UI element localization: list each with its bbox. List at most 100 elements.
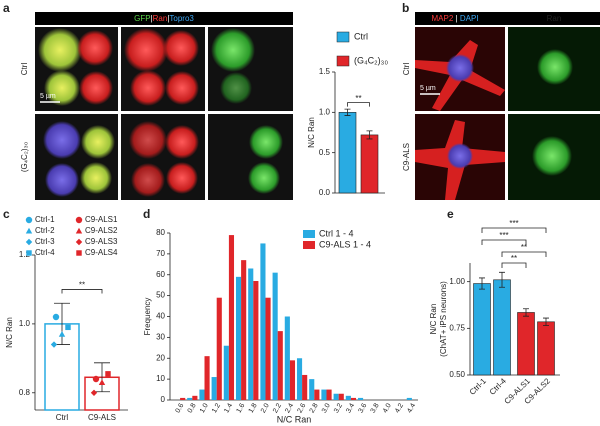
y-tick-label: 40 (156, 312, 165, 321)
bar (338, 393, 344, 400)
bar (248, 268, 254, 400)
y-axis-label: N/C Ran (5, 317, 14, 348)
bar (180, 397, 186, 400)
bar (187, 397, 193, 400)
bar (289, 360, 296, 400)
channel: DAPI (460, 14, 479, 23)
error-bar (479, 277, 485, 290)
legend-label: Ctrl 1 - 4 (319, 228, 354, 238)
bar (228, 235, 235, 400)
error-bar (344, 108, 351, 116)
bar (265, 297, 271, 400)
y-tick-label: 50 (156, 291, 165, 300)
x-tick-label: 3.6 (357, 402, 368, 414)
bar (333, 393, 339, 400)
bar (296, 358, 303, 400)
x-tick-label: 1.6 (235, 402, 246, 414)
bar (326, 389, 332, 400)
y-tick-label: 60 (156, 270, 165, 279)
bar (338, 112, 357, 194)
bar (473, 283, 491, 376)
significance-label: *** (509, 219, 518, 228)
bar (314, 389, 320, 400)
x-tick-label: Ctrl (56, 413, 69, 422)
bar (284, 316, 290, 400)
row-label: Ctrl (20, 63, 29, 76)
significance-label: ** (521, 243, 527, 252)
significance-bracket (61, 289, 103, 294)
channel: | (167, 14, 169, 23)
y-axis-label: N/C Ran (429, 304, 438, 335)
legend-label: Ctrl-1 (35, 215, 55, 224)
bar (192, 395, 198, 400)
x-tick-label: 0.6 (174, 402, 185, 414)
panel-label: e (447, 207, 454, 221)
x-tick-label: 4.0 (382, 402, 393, 414)
x-tick-label: 4.4 (406, 402, 417, 414)
y-tick-label: 1.2 (19, 250, 31, 259)
panel-label: a (3, 1, 10, 15)
marker (50, 341, 58, 348)
header-bar (35, 12, 293, 25)
bar (302, 374, 308, 400)
bar (216, 297, 222, 400)
significance-label: ** (511, 254, 517, 263)
y-tick-label: 1.5 (319, 67, 331, 76)
scale-bar-label: 5 µm (40, 93, 56, 100)
x-tick-label: 3.4 (345, 402, 356, 414)
bar (277, 331, 283, 400)
y-tick-label: 0.75 (449, 323, 465, 332)
significance-bracket (347, 102, 370, 107)
x-tick-label: 1.8 (248, 402, 259, 414)
bar (253, 281, 259, 400)
legend-label: Ctrl-3 (35, 237, 55, 246)
y-axis-label: (ChAT+ iPS neurons) (439, 281, 448, 357)
panel-label: d (143, 207, 150, 221)
y-tick-label: 1.0 (19, 319, 31, 328)
x-tick-label: 1.4 (223, 402, 234, 414)
row-label: Ctrl (402, 63, 411, 76)
x-tick-label: 1.0 (199, 402, 210, 414)
legend-marker (75, 227, 83, 234)
x-tick-label: 4.2 (394, 402, 405, 414)
marker (90, 389, 98, 396)
x-tick-label: Ctrl-4 (488, 376, 509, 397)
x-tick-label: 2.0 (260, 402, 271, 414)
marker (92, 375, 100, 383)
y-tick-label: 1.0 (319, 107, 331, 116)
legend-label: C9-ALS4 (85, 248, 118, 257)
bar (345, 395, 351, 400)
significance-label: ** (79, 281, 85, 290)
significance-bracket (501, 251, 547, 257)
legend-label: (G₄C₂)₃₀ (354, 55, 388, 65)
x-tick-label: 2.4 (284, 402, 295, 414)
legend-label: Ctrl-2 (35, 226, 55, 235)
legend-swatch (336, 55, 350, 67)
x-tick-label: Ctrl-1 (468, 376, 489, 397)
panel-label: c (3, 207, 10, 221)
x-tick-label: 3.0 (321, 402, 332, 414)
bar (321, 389, 327, 400)
y-axis-label: N/C Ran (307, 117, 316, 148)
bar (199, 389, 205, 400)
error-bar (523, 308, 529, 317)
y-tick-label: 70 (156, 249, 165, 258)
marker (65, 324, 71, 331)
marker (58, 331, 66, 337)
legend-marker (25, 238, 33, 246)
legend-label: C9-ALS1 (85, 215, 118, 224)
error-bar (499, 271, 505, 288)
legend-label: C9-ALS3 (85, 237, 118, 246)
y-tick-label: 20 (156, 353, 165, 362)
bar (223, 345, 229, 400)
legend-marker (75, 216, 83, 224)
bar (406, 397, 412, 400)
y-tick-label: 30 (156, 332, 165, 341)
bar (211, 377, 217, 400)
y-tick-label: 10 (156, 374, 165, 383)
bar (350, 397, 357, 400)
legend-marker (26, 250, 32, 256)
y-tick-label: 0.50 (449, 370, 465, 379)
legend-marker (25, 227, 33, 234)
